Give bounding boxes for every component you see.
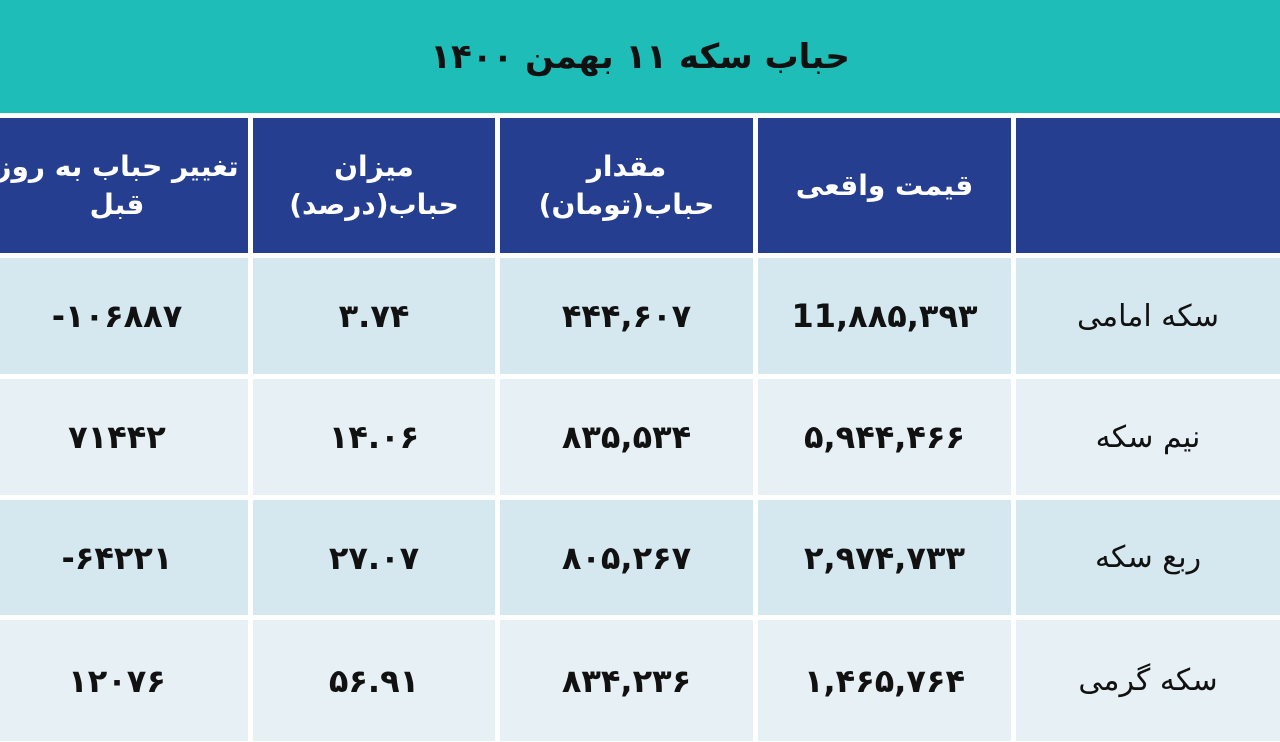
table-cell: -۶۴۲۲۱ [0,500,248,615]
table-cell: ۸۰۵,۲۶۷ [500,500,753,615]
table-cell: ۵۶.۹۱ [253,620,495,741]
table-cell: -۱۰۶۸۸۷ [0,258,248,374]
header-bubble-amount: مقدار حباب(تومان) [500,118,753,253]
table-cell: ۳.۷۴ [253,258,495,374]
page-title: حباب سکه ۱۱ بهمن ۱۴۰۰ [0,0,1280,113]
row-label: سکه امامی [1016,258,1280,374]
table-cell: ۲۷.۰۷ [253,500,495,615]
table-cell: ۱,۴۶۵,۷۶۴ [758,620,1011,741]
table-cell: ۱۲۰۷۶ [0,620,248,741]
table-cell: ۴۴۴,۶۰۷ [500,258,753,374]
table-cell: ۸۳۴,۲۳۶ [500,620,753,741]
row-label: ربع سکه [1016,500,1280,615]
header-bubble-percent: میزان حباب(درصد) [253,118,495,253]
table-cell: ۲,۹۷۴,۷۳۳ [758,500,1011,615]
table-cell: 11,۸۸۵,۳۹۳ [758,258,1011,374]
row-label: نیم سکه [1016,379,1280,495]
table-cell: ۸۳۵,۵۳۴ [500,379,753,495]
table-cell: ۷۱۴۴۲ [0,379,248,495]
row-label: سکه گرمی [1016,620,1280,741]
coin-bubble-table: قیمت واقعی مقدار حباب(تومان) میزان حباب(… [0,118,1280,742]
table-cell: ۱۴.۰۶ [253,379,495,495]
table-cell: ۵,۹۴۴,۴۶۶ [758,379,1011,495]
header-bubble-change: تغییر حباب به روز قبل [0,118,248,253]
header-real-price: قیمت واقعی [758,118,1011,253]
header-cell-empty [1016,118,1280,253]
